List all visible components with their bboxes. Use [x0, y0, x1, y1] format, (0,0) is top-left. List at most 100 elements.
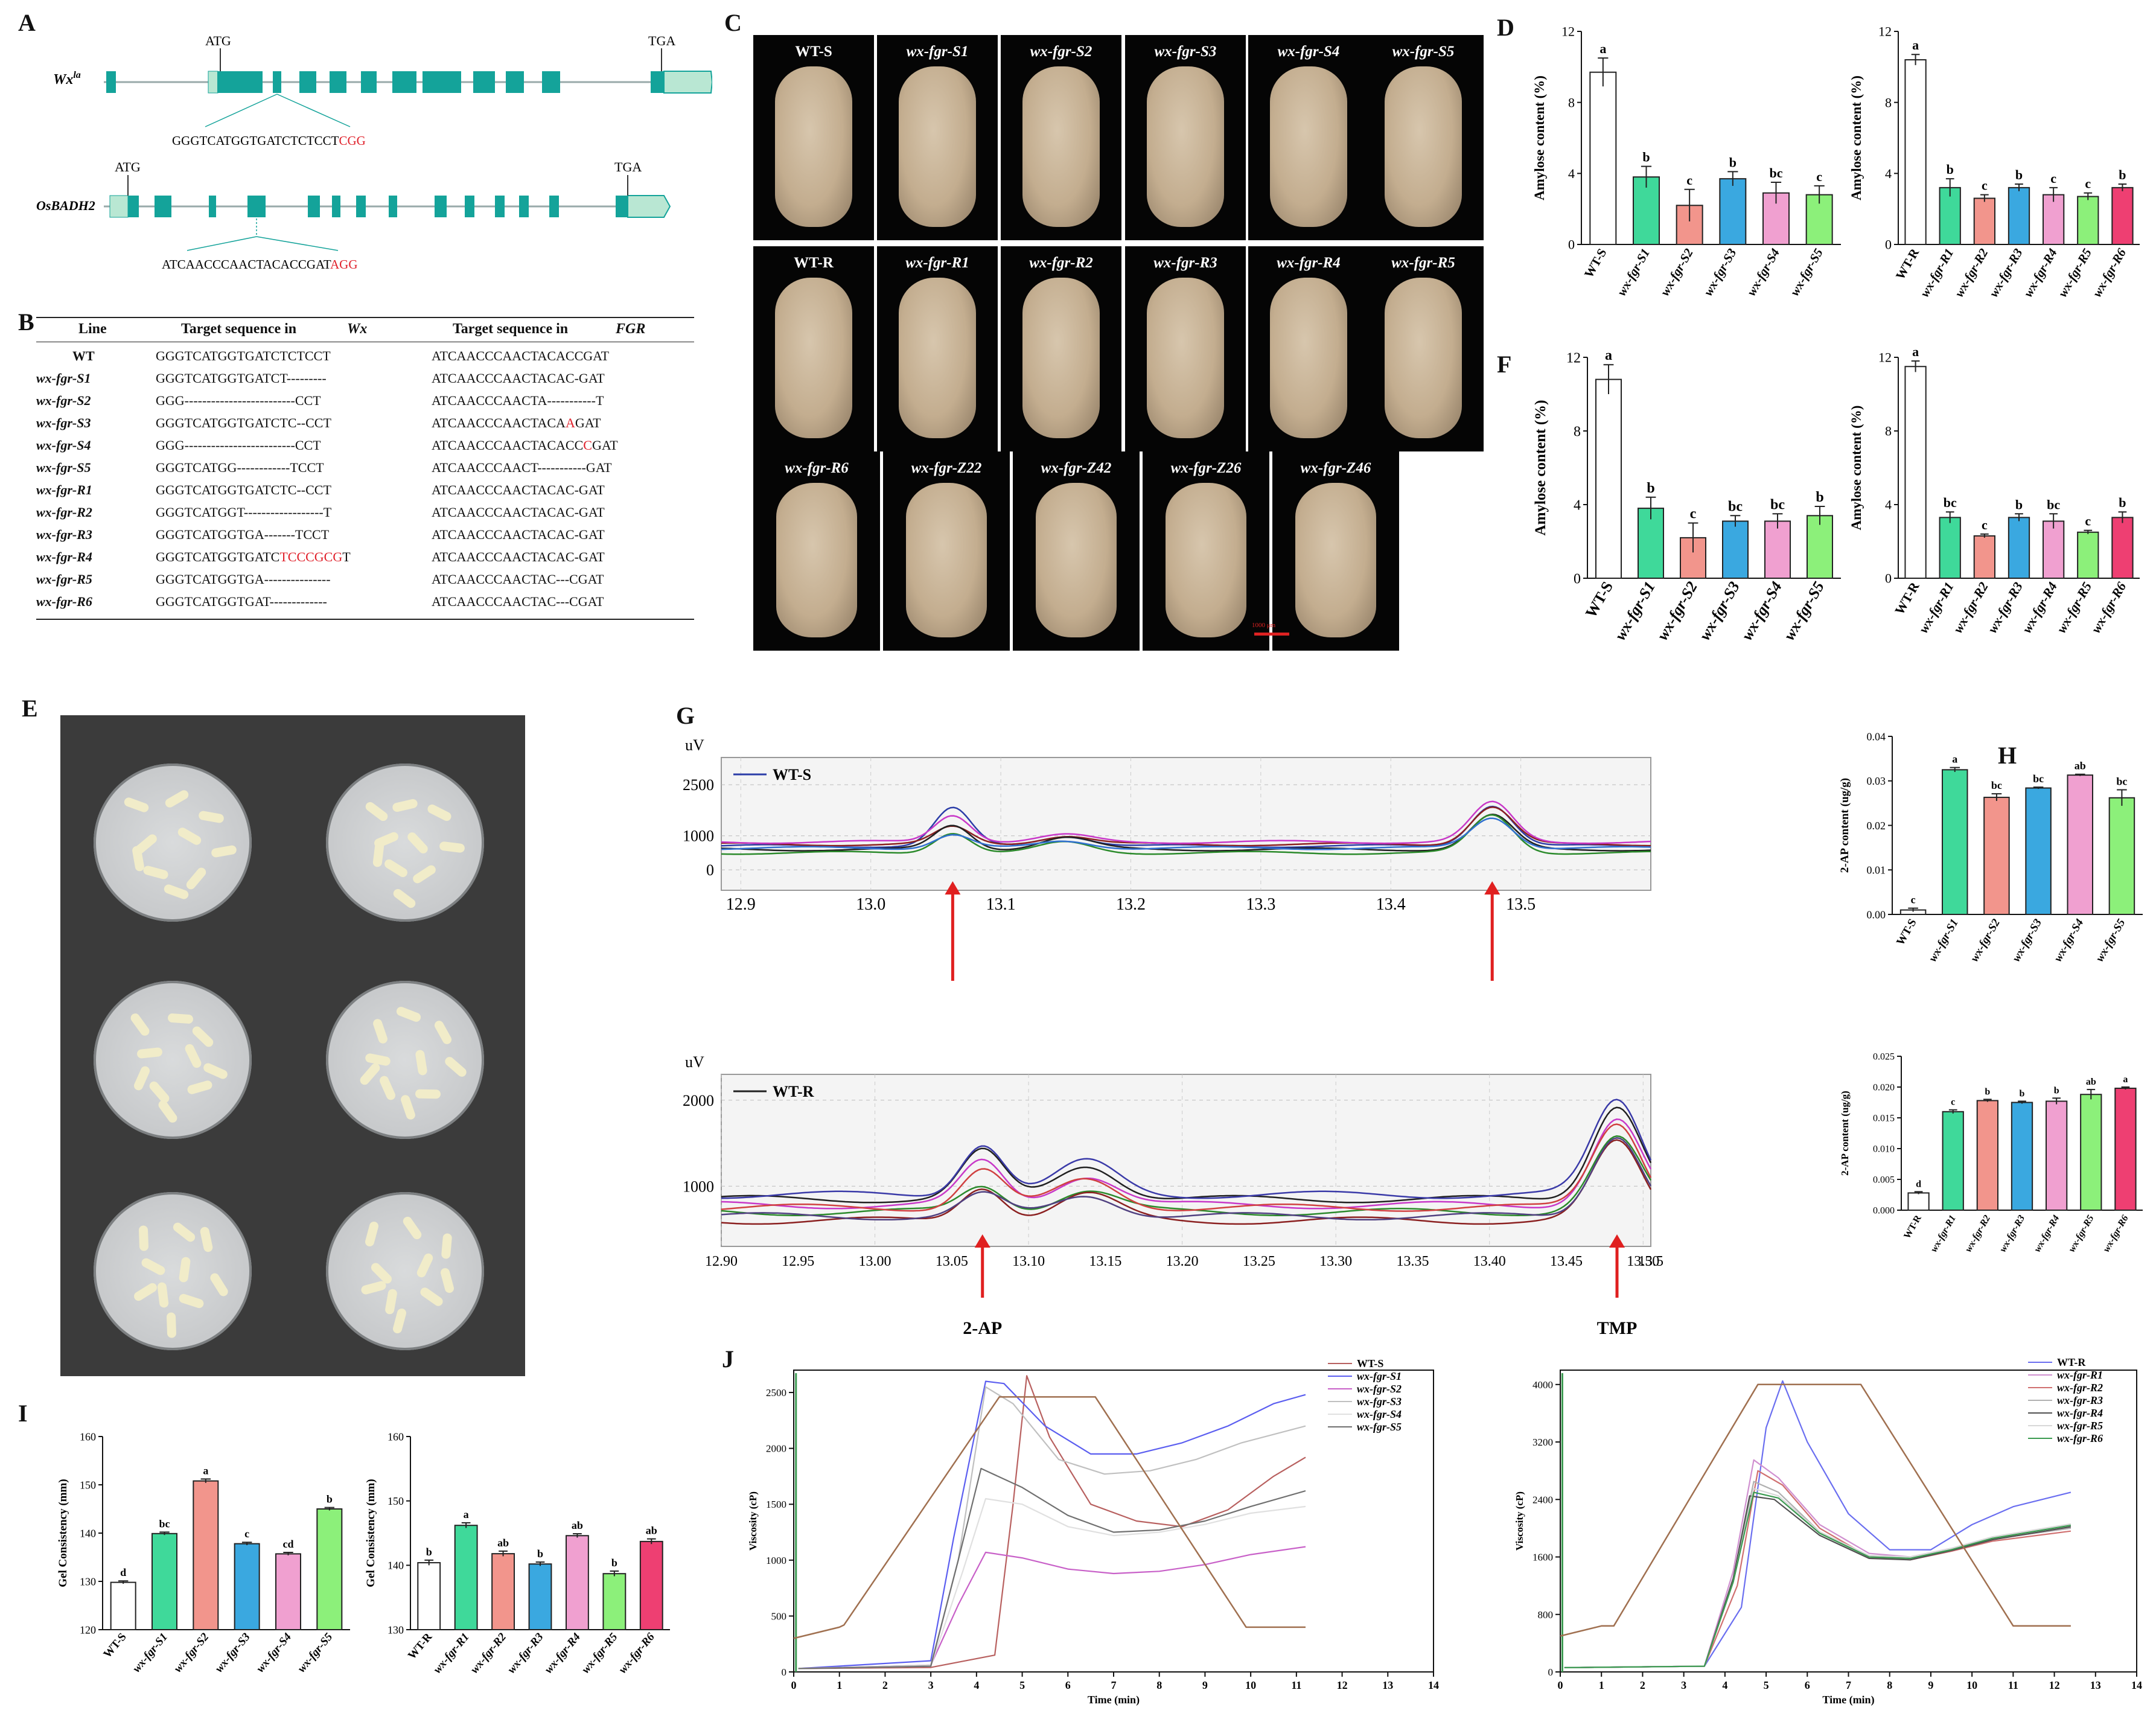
y-tick-label: 1600 [1532, 1552, 1553, 1563]
y-tick-label: 12 [1561, 24, 1575, 39]
wx-target-sequence: GGGTCATGGTGATCTCTCCTCGG [172, 133, 366, 148]
grain-label: wx-fgr-R5 [1391, 255, 1455, 271]
rice-seed [426, 803, 453, 823]
legend-entry: wx-fgr-R2 [2057, 1382, 2103, 1394]
table-header-fgr-prefix: Target sequence in [453, 321, 569, 337]
y-tick-label: 4 [1568, 166, 1575, 181]
rice-grain-image [1165, 483, 1247, 637]
category-label: wx-fgr-R5 [2067, 1214, 2096, 1254]
x-tick-label: 12.95 [782, 1254, 814, 1269]
row-wx-sequence: GGGTCATGGTGATCTCTCCT [156, 348, 331, 363]
row-fgr-sequence: ATCAACCCAACTAC---CGAT [432, 572, 604, 587]
bar [1907, 1192, 1930, 1211]
grain-photo-tile: wx-fgr-S2 [1001, 35, 1121, 240]
row-line-name: wx-fgr-R1 [36, 482, 92, 497]
rice-seed [378, 1074, 397, 1102]
bar [1904, 366, 1927, 579]
panel-label-e: E [22, 695, 38, 722]
rice-seed [136, 1047, 163, 1059]
grain-photo-tile: wx-fgr-Z46 [1272, 451, 1399, 651]
table-row: wx-fgr-S1 GGGTCATGGTGATCT--------- ATCAACC… [36, 371, 700, 391]
y-axis-label: Amylose content (%) [1532, 400, 1549, 536]
x-tick-label: 8 [1156, 1679, 1162, 1691]
y-tick-label: 140 [80, 1527, 96, 1539]
rice-grain-image [1270, 66, 1347, 227]
row-line-name: wx-fgr-S1 [36, 371, 91, 386]
rice-grain-image [775, 278, 852, 438]
category-label: wx-fgr-S2 [1657, 246, 1696, 298]
significance-letter: b [611, 1557, 617, 1569]
x-tick-label: 10 [1245, 1679, 1256, 1691]
category-label: wx-fgr-R5 [2055, 246, 2094, 300]
legend-entry: wx-fgr-S1 [1357, 1370, 1402, 1382]
significance-letter: b [2020, 1088, 2025, 1099]
y-axis-label: Amylose content (%) [1849, 75, 1864, 200]
table-row: wx-fgr-R2 GGGTCATGGT------------------T AT… [36, 505, 700, 525]
rice-seed [415, 1049, 428, 1076]
viscosity-curve [1564, 1459, 2071, 1668]
petri-dish [94, 764, 252, 922]
x-tick-label: 13.35 [1396, 1254, 1429, 1269]
significance-letter: b [426, 1546, 432, 1558]
y-tick-label: 140 [388, 1560, 404, 1572]
rice-seed [392, 1307, 407, 1335]
significance-letter: a [1912, 349, 1919, 359]
x-tick-label: 12.90 [705, 1254, 738, 1269]
row-line-name: wx-fgr-S2 [36, 393, 91, 408]
y-tick-label: 8 [1885, 424, 1892, 439]
rice-seed [139, 1257, 167, 1277]
y-tick-label: 0.04 [1867, 730, 1886, 742]
grain-photo-tile: wx-fgr-R3 [1125, 246, 1246, 451]
grain-label: wx-fgr-S3 [1154, 43, 1217, 60]
grain-photo-tile: WT-R [753, 246, 874, 451]
table-header-wx: Wx [347, 321, 368, 337]
peak-label-2ap: 2-AP [933, 1001, 972, 1005]
panel-label-f: F [1497, 351, 1512, 378]
significance-letter: c [2085, 176, 2091, 191]
bar [1939, 517, 1961, 579]
category-label: wx-fgr-S1 [130, 1631, 170, 1675]
viscosity-curve [1564, 1495, 2071, 1668]
category-label: WT-R [1892, 579, 1922, 617]
x-tick-label: 8 [1887, 1679, 1892, 1691]
x-tick-label: 14 [2131, 1679, 2142, 1691]
y-tick-label: 3200 [1532, 1437, 1553, 1448]
category-label: wx-fgr-S5 [1780, 579, 1828, 643]
row-fgr-sequence: ATCAACCCAACTAC---CGAT [432, 594, 604, 609]
category-label: wx-fgr-S4 [1744, 246, 1782, 299]
category-label: wx-fgr-S1 [1611, 579, 1659, 643]
rice-seed [415, 1252, 435, 1279]
rice-grain-image [776, 483, 858, 637]
bar [602, 1573, 627, 1630]
significance-letter: c [1690, 506, 1697, 522]
chromatogram-trace [721, 1137, 1652, 1221]
x-tick-label: 2 [1640, 1679, 1645, 1691]
panel-label-i: I [18, 1400, 28, 1427]
row-wx-sequence: GGGTCATGG------------TCCT [156, 460, 324, 475]
legend-entry: wx-fgr-S5 [1357, 1421, 1402, 1433]
bar [639, 1540, 663, 1630]
chromatogram-trace [721, 1139, 1652, 1225]
bar [193, 1480, 219, 1630]
petri-dish [94, 1192, 252, 1350]
category-label: WT-R [1893, 246, 1922, 282]
category-label: wx-fgr-R4 [2021, 246, 2060, 300]
2ap-chart-r: 0.000 0.005 0.010 0.015 0.020 0.025 2-AP conte… [1839, 1052, 2143, 1254]
bar [234, 1543, 260, 1630]
row-fgr-sequence: ATCAACCCAACT-----------GAT [432, 460, 612, 475]
x-tick-label: 11 [1291, 1679, 1301, 1691]
table-header-line: Line [78, 321, 107, 337]
significance-letter: b [537, 1548, 543, 1560]
category-label: wx-fgr-R3 [505, 1631, 546, 1676]
significance-letter: a [1912, 37, 1919, 53]
y-tick-label: 800 [1538, 1609, 1554, 1621]
rice-seed [156, 1281, 170, 1309]
rice-seed [171, 1220, 197, 1244]
grain-photo-tile: wx-fgr-S4 [1248, 35, 1369, 240]
x-tick-label: 4 [1722, 1679, 1727, 1691]
significance-letter: c [1686, 173, 1692, 188]
category-label: wx-fgr-S2 [1968, 917, 2003, 965]
row-fgr-sequence: ATCAACCCAACTACAC-GAT [432, 371, 605, 386]
bar [2077, 196, 2099, 246]
